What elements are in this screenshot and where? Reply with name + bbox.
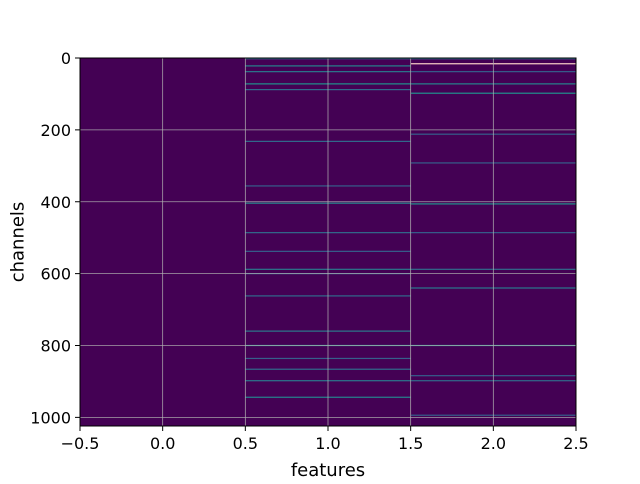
grid-lines	[79, 57, 577, 426]
x-tick-label-4: 1.5	[398, 434, 423, 453]
x-axis-label: features	[291, 460, 365, 480]
x-tick-label-0: −0.5	[61, 434, 100, 453]
x-tick-label-1: 0.0	[150, 434, 175, 453]
x-tick-label-3: 1.0	[315, 434, 340, 453]
y-tick-label-3: 600	[40, 265, 71, 284]
y-axis-label: channels	[7, 202, 28, 283]
x-tick-label-5: 2.0	[481, 434, 506, 453]
x-axis-ticks: −0.5 0.0 0.5 1.0 1.5 2.0 2.5	[61, 426, 589, 453]
y-tick-label-4: 800	[40, 337, 71, 356]
y-tick-label-1: 200	[40, 121, 71, 140]
y-tick-label-2: 400	[40, 193, 71, 212]
x-tick-label-2: 0.5	[233, 434, 258, 453]
x-tick-label-6: 2.5	[563, 434, 588, 453]
y-tick-label-5: 1000	[30, 408, 71, 427]
y-tick-label-0: 0	[61, 49, 71, 68]
y-axis-ticks: 0 200 400 600 800 1000	[30, 49, 80, 427]
